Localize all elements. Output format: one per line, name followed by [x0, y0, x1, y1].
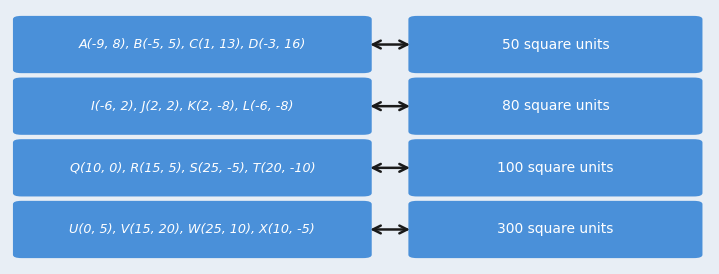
Text: 50 square units: 50 square units [502, 38, 609, 52]
Text: I(-6, 2), J(2, 2), K(2, -8), L(-6, -8): I(-6, 2), J(2, 2), K(2, -8), L(-6, -8) [91, 100, 293, 113]
FancyBboxPatch shape [13, 16, 372, 73]
FancyBboxPatch shape [13, 201, 372, 258]
Text: 300 square units: 300 square units [498, 222, 613, 236]
Text: 100 square units: 100 square units [497, 161, 614, 175]
FancyBboxPatch shape [408, 139, 702, 196]
Text: 80 square units: 80 square units [502, 99, 609, 113]
FancyBboxPatch shape [13, 139, 372, 196]
Text: Q(10, 0), R(15, 5), S(25, -5), T(20, -10): Q(10, 0), R(15, 5), S(25, -5), T(20, -10… [70, 161, 315, 174]
Text: A(-9, 8), B(-5, 5), C(1, 13), D(-3, 16): A(-9, 8), B(-5, 5), C(1, 13), D(-3, 16) [78, 38, 306, 51]
FancyBboxPatch shape [13, 78, 372, 135]
FancyBboxPatch shape [408, 78, 702, 135]
Text: U(0, 5), V(15, 20), W(25, 10), X(10, -5): U(0, 5), V(15, 20), W(25, 10), X(10, -5) [70, 223, 315, 236]
FancyBboxPatch shape [408, 16, 702, 73]
FancyBboxPatch shape [408, 201, 702, 258]
